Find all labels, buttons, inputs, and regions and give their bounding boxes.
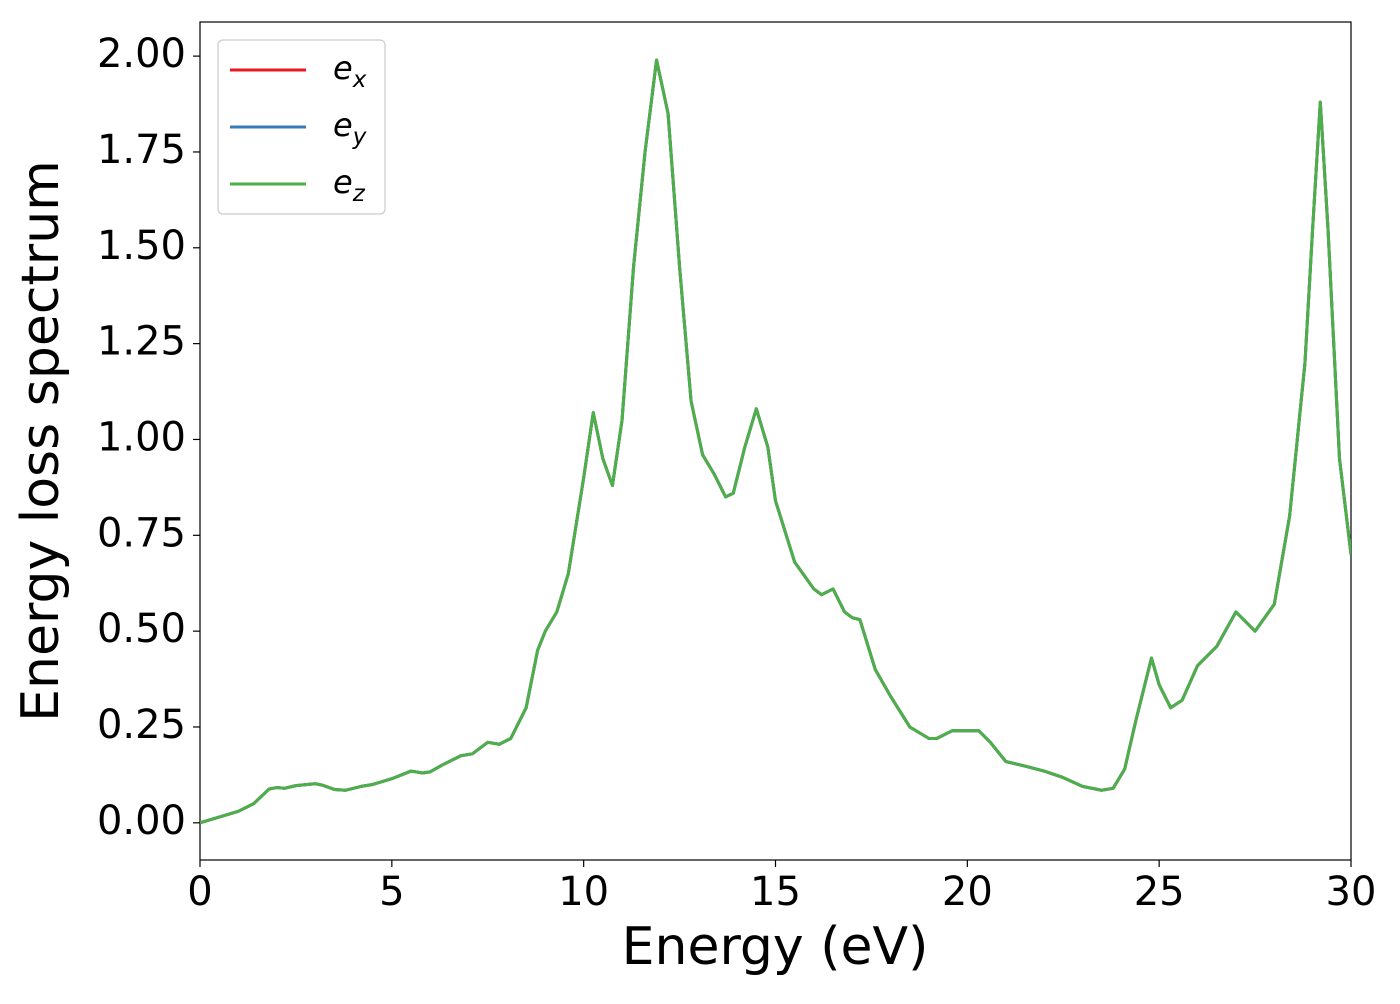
x-tick-label: 20 [942,869,993,915]
x-tick-label: 15 [750,869,801,915]
series-line [200,58,1351,825]
y-tick-label: 0.25 [97,702,186,748]
legend-label: ex [333,49,367,93]
x-tick-label: 30 [1326,869,1377,915]
y-tick-label: 2.00 [97,31,186,77]
x-tick-label: 25 [1134,869,1185,915]
y-tick-label: 1.00 [97,414,186,460]
y-tick-label: 1.50 [97,223,186,269]
x-tick-label: 0 [187,869,212,915]
y-axis-title: Energy loss spectrum [11,160,71,722]
legend-label: ez [333,163,366,207]
x-axis-title: Energy (eV) [622,917,929,977]
y-tick-label: 0.50 [97,606,186,652]
y-tick-label: 1.75 [97,127,186,173]
y-tick-label: 0.75 [97,510,186,556]
x-tick-label: 5 [379,869,404,915]
x-tick-label: 10 [558,869,609,915]
y-tick-label: 1.25 [97,319,186,365]
y-tick-label: 0.00 [97,798,186,844]
legend-label: ey [333,106,367,150]
